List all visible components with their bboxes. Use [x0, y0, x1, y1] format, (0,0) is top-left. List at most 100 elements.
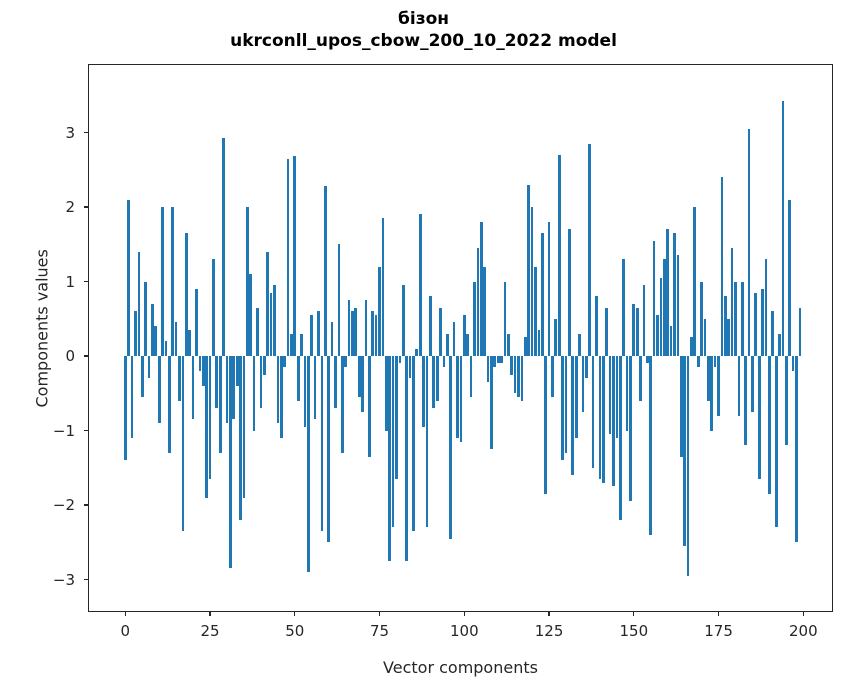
bar — [707, 356, 710, 401]
bar — [527, 184, 531, 356]
y-tick-mark — [84, 280, 89, 283]
bar — [761, 288, 764, 356]
bar — [781, 101, 785, 356]
bar — [388, 356, 392, 561]
x-tick-label: 175 — [704, 622, 733, 640]
bar — [740, 281, 744, 356]
bar — [720, 177, 724, 356]
bar — [279, 356, 283, 438]
y-tick-mark — [84, 355, 89, 357]
bar — [703, 318, 707, 356]
bar — [208, 356, 212, 479]
bar — [432, 356, 436, 409]
bar — [212, 259, 215, 356]
bar — [734, 281, 737, 356]
bar — [561, 356, 564, 461]
bar — [218, 356, 222, 453]
y-tick-label: −1 — [52, 421, 75, 440]
bar — [774, 356, 778, 528]
bar — [744, 356, 747, 446]
bar — [184, 233, 188, 356]
x-tick-mark — [548, 611, 550, 616]
bar — [123, 356, 127, 461]
bar — [378, 266, 381, 356]
x-axis-label: Vector components — [383, 658, 538, 677]
chart-subtitle: ukrconll_upos_cbow_200_10_2022 model — [230, 31, 617, 51]
bar — [435, 356, 439, 401]
bar — [137, 251, 141, 356]
bar — [303, 356, 307, 427]
bar — [727, 318, 731, 356]
x-tick-mark — [294, 611, 296, 616]
bar — [300, 333, 303, 356]
bar — [347, 300, 351, 356]
bar — [168, 356, 171, 453]
bar — [171, 207, 175, 356]
bar — [700, 281, 703, 356]
y-tick-label: −3 — [52, 570, 75, 589]
bar — [730, 247, 734, 356]
bar — [568, 229, 571, 356]
bar — [371, 311, 375, 356]
bar — [229, 356, 232, 569]
plot-area: 3 2 1 0 −1 −2 −3 0 25 50 75 100 125 150 175 200 — [53, 64, 833, 640]
bar — [154, 326, 158, 356]
bar — [500, 356, 503, 364]
bar — [483, 266, 486, 356]
bar — [340, 356, 344, 453]
bar — [669, 326, 673, 356]
y-tick-label: 0 — [65, 347, 75, 365]
bar — [632, 303, 636, 356]
bar — [198, 356, 202, 371]
bar — [259, 356, 263, 409]
bar — [283, 356, 286, 368]
bar — [554, 318, 558, 356]
bar — [415, 348, 419, 356]
bar — [473, 281, 476, 356]
y-tick-label: 3 — [65, 123, 75, 142]
bar — [269, 292, 273, 356]
bar — [357, 356, 361, 397]
x-tick-label: 125 — [534, 622, 564, 640]
bar — [266, 251, 270, 356]
bar — [449, 356, 453, 539]
bar — [507, 333, 510, 356]
bar — [618, 356, 622, 520]
bar — [656, 315, 659, 356]
bar — [747, 128, 751, 356]
bar — [486, 356, 490, 383]
bar — [215, 356, 219, 409]
bar — [293, 156, 297, 356]
bar — [391, 356, 395, 528]
bar — [235, 356, 239, 386]
bar — [337, 244, 341, 356]
bar — [666, 229, 670, 356]
bar — [361, 356, 364, 412]
bar — [452, 322, 456, 356]
bar — [320, 356, 324, 532]
bar — [188, 329, 192, 356]
y-tick-label: 1 — [65, 272, 75, 291]
bar — [629, 356, 632, 502]
bar — [205, 356, 208, 498]
bar — [439, 307, 442, 356]
bar — [242, 356, 246, 498]
bar — [290, 333, 293, 356]
y-axis-label: Components values — [32, 249, 52, 408]
bar — [408, 356, 412, 379]
bar — [534, 266, 537, 356]
bar — [530, 207, 534, 356]
bar — [459, 356, 463, 442]
bar — [757, 356, 761, 479]
bar — [625, 356, 629, 431]
bar — [364, 300, 368, 356]
chart-title-block: бізон ukrconll_upos_cbow_200_10_2022 mod… — [0, 8, 847, 52]
bar — [605, 307, 609, 356]
bar — [401, 285, 405, 356]
bar — [612, 356, 615, 487]
bar — [557, 154, 561, 356]
y-tick-mark — [84, 504, 89, 506]
bar — [588, 143, 592, 356]
bar — [201, 356, 205, 386]
bar — [222, 138, 225, 356]
